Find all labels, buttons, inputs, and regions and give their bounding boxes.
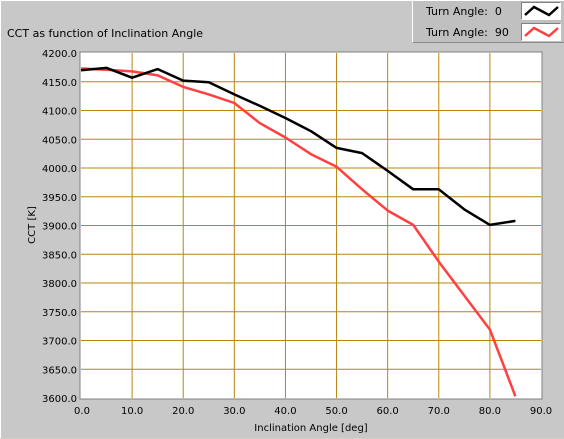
x-axis-label: Inclination Angle [deg]	[254, 423, 368, 434]
line-swatch-icon	[524, 5, 559, 17]
x-tick-label: 0.0	[74, 406, 90, 417]
legend-item-turn-0[interactable]: Turn Angle: 0	[413, 1, 564, 21]
y-tick-label: 3900.0	[42, 222, 77, 233]
series-line-0	[80, 66, 516, 227]
tick-labels: 0.0 10.0 20.0 30.0 40.0 50.0 60.0 70.0 80.0 90.0 4…	[42, 49, 552, 417]
legend-label-text: Turn Angle:	[426, 26, 488, 39]
legend-swatch-turn-90[interactable]	[521, 23, 561, 41]
y-tick-label: 3950.0	[42, 193, 77, 204]
x-tick-label: 50.0	[325, 406, 347, 417]
series-layer	[80, 66, 517, 397]
y-tick-label: 3850.0	[42, 250, 77, 261]
x-tick-label: 90.0	[530, 406, 552, 417]
legend-value: 90	[494, 26, 509, 39]
x-tick-label: 10.0	[121, 406, 143, 417]
legend-item-turn-90[interactable]: Turn Angle: 90	[413, 22, 564, 42]
y-tick-label: 3800.0	[42, 279, 77, 290]
y-tick-label: 4000.0	[42, 164, 77, 175]
legend-label-turn-90: Turn Angle: 90	[426, 26, 509, 39]
x-tick-label: 20.0	[172, 406, 194, 417]
x-tick-label: 60.0	[377, 406, 399, 417]
x-tick-label: 80.0	[479, 406, 501, 417]
y-tick-label: 3650.0	[42, 365, 77, 376]
y-tick-label: 4050.0	[42, 135, 77, 146]
series-line-1	[80, 67, 517, 397]
legend-value: 0	[494, 5, 502, 18]
x-tick-label: 30.0	[223, 406, 245, 417]
y-axis-label: CCT [K]	[27, 206, 38, 244]
chart-title: CCT as function of Inclination Angle	[7, 27, 204, 40]
x-tick-label: 70.0	[428, 406, 450, 417]
y-tick-label: 4100.0	[42, 107, 77, 118]
x-tick-label: 40.0	[274, 406, 296, 417]
y-tick-label: 3700.0	[42, 337, 77, 348]
y-tick-label: 3600.0	[42, 394, 77, 405]
legend-label-text: Turn Angle:	[426, 5, 488, 18]
plot-legend[interactable]: Turn Angle: 0 Turn Angle: 90	[412, 1, 564, 43]
line-swatch-icon	[524, 26, 559, 38]
y-tick-label: 4200.0	[42, 49, 77, 60]
y-tick-label: 3750.0	[42, 308, 77, 319]
legend-swatch-turn-0[interactable]	[521, 2, 561, 20]
y-tick-label: 4150.0	[42, 78, 77, 89]
legend-label-turn-0: Turn Angle: 0	[426, 5, 502, 18]
